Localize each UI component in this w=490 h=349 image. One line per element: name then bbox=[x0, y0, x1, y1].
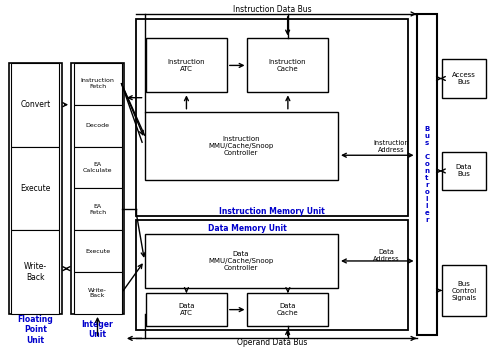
Text: Instruction
ATC: Instruction ATC bbox=[168, 59, 205, 72]
Bar bbox=[74, 147, 122, 188]
Bar bbox=[145, 112, 338, 180]
Bar bbox=[416, 14, 437, 335]
Bar bbox=[247, 38, 328, 92]
Bar bbox=[146, 293, 227, 326]
Bar bbox=[11, 230, 59, 314]
Bar bbox=[247, 293, 328, 326]
Text: Bus
Control
Signals: Bus Control Signals bbox=[451, 281, 477, 300]
Bar bbox=[74, 63, 122, 105]
Text: Instruction
Fetch: Instruction Fetch bbox=[80, 78, 115, 89]
Text: Data
Bus: Data Bus bbox=[456, 164, 472, 177]
Text: Integer
Unit: Integer Unit bbox=[82, 320, 113, 339]
Text: Instruction
Cache: Instruction Cache bbox=[269, 59, 306, 72]
Bar bbox=[11, 147, 59, 230]
Bar bbox=[442, 152, 486, 190]
Bar bbox=[74, 188, 122, 230]
Bar bbox=[74, 230, 122, 272]
Bar bbox=[146, 38, 227, 92]
Text: B
u
s
 
C
o
n
t
r
o
l
l
e
r: B u s C o n t r o l l e r bbox=[424, 126, 429, 223]
Text: Floating
Point
Unit: Floating Point Unit bbox=[18, 315, 53, 344]
Text: Execute: Execute bbox=[20, 184, 50, 193]
Bar bbox=[71, 63, 124, 314]
Bar bbox=[11, 63, 59, 147]
Text: Data
Address: Data Address bbox=[373, 249, 400, 262]
Bar bbox=[74, 272, 122, 314]
Bar bbox=[145, 234, 338, 288]
Bar bbox=[74, 105, 122, 147]
Text: Instruction Data Bus: Instruction Data Bus bbox=[233, 5, 311, 14]
Text: Data
MMU/Cache/Snoop
Controller: Data MMU/Cache/Snoop Controller bbox=[208, 251, 274, 271]
Bar bbox=[136, 220, 408, 330]
Text: Decode: Decode bbox=[86, 123, 109, 128]
Text: Instruction
MMU/Cache/Snoop
Controller: Instruction MMU/Cache/Snoop Controller bbox=[208, 136, 274, 156]
Text: EA
Calculate: EA Calculate bbox=[83, 162, 112, 173]
Bar bbox=[9, 63, 62, 314]
Text: Instruction Memory Unit: Instruction Memory Unit bbox=[219, 207, 325, 216]
Text: Data
ATC: Data ATC bbox=[178, 303, 195, 316]
Text: Operand Data Bus: Operand Data Bus bbox=[237, 338, 307, 347]
Text: Execute: Execute bbox=[85, 249, 110, 254]
Text: Instruction
Address: Instruction Address bbox=[373, 140, 409, 153]
Bar bbox=[136, 19, 408, 216]
Text: Write-
Back: Write- Back bbox=[88, 288, 107, 298]
Text: EA
Fetch: EA Fetch bbox=[89, 204, 106, 215]
Text: Data Memory Unit: Data Memory Unit bbox=[208, 224, 287, 233]
Bar bbox=[442, 265, 486, 316]
Text: Access
Bus: Access Bus bbox=[452, 72, 476, 85]
Bar bbox=[442, 59, 486, 98]
Text: Convert: Convert bbox=[20, 100, 50, 109]
Text: Write-
Back: Write- Back bbox=[24, 262, 47, 282]
Text: Data
Cache: Data Cache bbox=[277, 303, 298, 316]
